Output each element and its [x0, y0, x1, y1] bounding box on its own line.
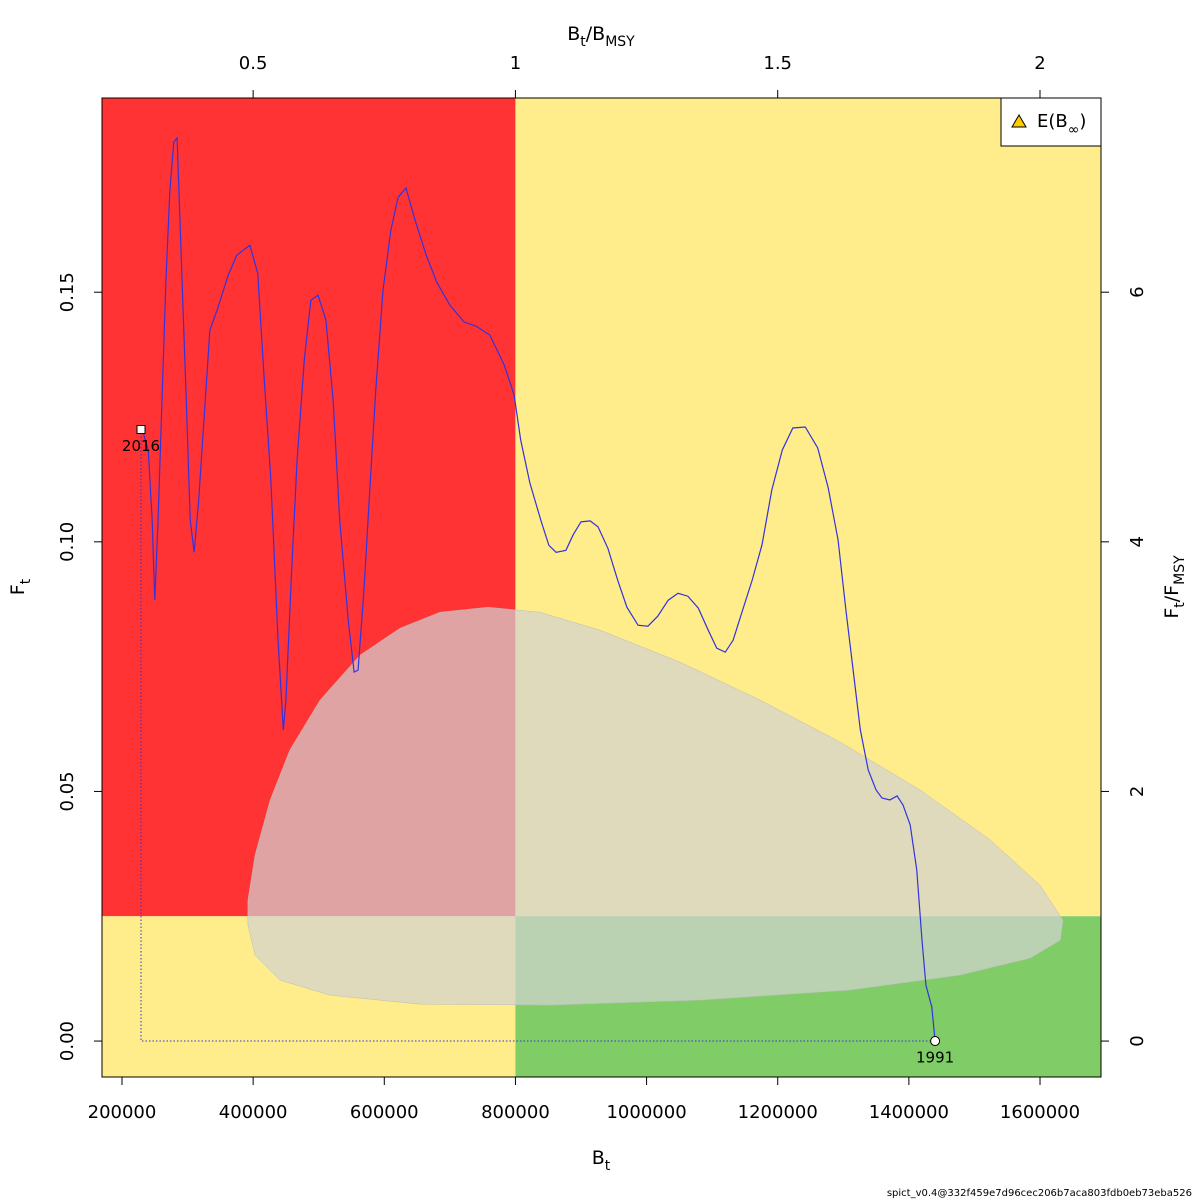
point-label: 1991	[916, 1049, 954, 1067]
x-axis-label-part: B	[592, 1147, 605, 1169]
x2-tick-label: 1.5	[763, 53, 792, 74]
y2-axis-label-part: F	[1161, 608, 1183, 619]
x2-axis-label: Bt/BMSY	[567, 23, 635, 51]
y-axis-label-part: t	[18, 578, 34, 584]
y2-tick-label: 6	[1127, 286, 1148, 297]
x2-tick-label: 0.5	[239, 53, 268, 74]
trajectory-line	[140, 136, 936, 1042]
point-label: 2016	[122, 437, 160, 455]
legend-label-part: )	[1079, 111, 1086, 132]
legend-label-part: E(B	[1037, 111, 1068, 132]
x2-axis-label-part: /B	[586, 23, 605, 45]
y2-axis-label-part: MSY	[1172, 555, 1188, 585]
x2-axis-label-part: MSY	[605, 34, 635, 50]
projection-line	[140, 429, 936, 1042]
x2-tick-label: 2	[1034, 53, 1045, 74]
x-tick-label: 1400000	[869, 1102, 949, 1123]
x2-tick-label: 1	[510, 53, 521, 74]
y2-axis-label-part: t	[1172, 602, 1188, 608]
y2-tick-label: 0	[1127, 1035, 1148, 1046]
plot-area	[102, 98, 1101, 1077]
plot-frame	[101, 97, 1102, 1078]
x-tick-label: 1000000	[606, 1102, 686, 1123]
legend-label-part: ∞	[1068, 122, 1080, 138]
y-axis-label-part: F	[7, 584, 29, 595]
x-tick-label: 600000	[350, 1102, 419, 1123]
x2-axis-label-part: t	[580, 34, 586, 50]
x2-axis-label-part: B	[567, 23, 580, 45]
y-tick-label: 0.15	[57, 272, 78, 312]
y-tick-label: 0.10	[57, 522, 78, 562]
legend-label: E(B∞)	[1037, 111, 1086, 138]
x-tick-label: 1200000	[738, 1102, 818, 1123]
legend-marker	[1011, 114, 1027, 128]
point-marker	[930, 1036, 941, 1047]
point-marker	[136, 424, 146, 434]
y-tick-label: 0.05	[57, 771, 78, 811]
y2-axis-label: Ft/FMSY	[1161, 555, 1189, 619]
y2-tick-label: 2	[1127, 786, 1148, 797]
y2-axis-label-part: /F	[1161, 585, 1183, 602]
x-axis-label: Bt	[592, 1147, 611, 1175]
y2-tick-label: 4	[1127, 536, 1148, 547]
x-tick-label: 400000	[219, 1102, 288, 1123]
x-tick-label: 800000	[481, 1102, 550, 1123]
x-axis-label-part: t	[605, 1158, 611, 1174]
y-tick-label: 0.00	[57, 1021, 78, 1061]
x-tick-label: 1600000	[1000, 1102, 1080, 1123]
y-axis-label: Ft	[7, 578, 35, 595]
x-tick-label: 200000	[88, 1102, 157, 1123]
footer: spict_v0.4@332f459e7d96cec206b7aca803fdb…	[887, 1188, 1192, 1199]
